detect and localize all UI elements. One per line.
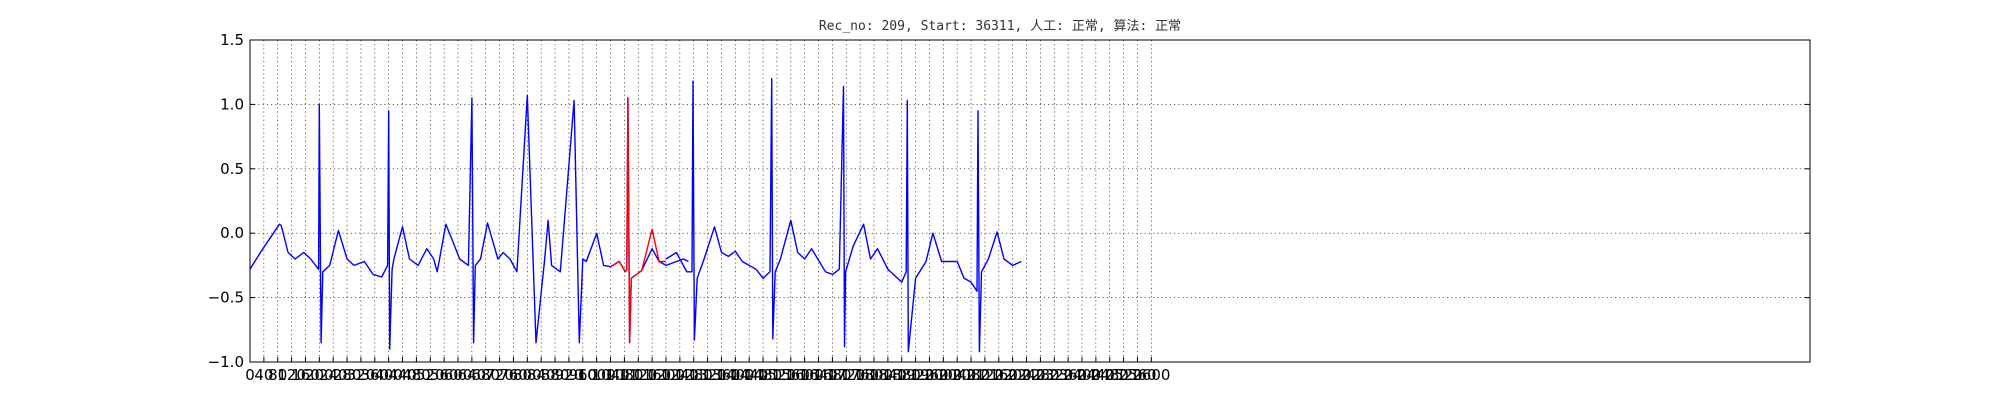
x-tick-label: 1080 [605, 366, 643, 384]
x-tick-label: 0 [245, 366, 255, 384]
x-tick-label: 2320 [1035, 366, 1073, 384]
x-tick-label: 1280 [675, 366, 713, 384]
x-tick-label: 1040 [591, 366, 629, 384]
x-tick-label: 600 [444, 366, 473, 384]
y-tick-label: −1.0 [208, 353, 244, 371]
series-line-3 [980, 231, 1022, 273]
x-tick-label: 200 [305, 366, 334, 384]
x-tick-label: 880 [541, 366, 570, 384]
x-tick-label: 1520 [758, 366, 796, 384]
y-tick-label: 0.0 [220, 224, 244, 242]
x-tick-label: 1880 [883, 366, 921, 384]
x-tick-label: 1000 [578, 366, 616, 384]
y-tick-label: 1.0 [220, 95, 244, 113]
x-tick-label: 80 [268, 366, 287, 384]
x-tick-label: 280 [333, 366, 362, 384]
x-tick-label: 1800 [855, 366, 893, 384]
x-tick-label: 2400 [1063, 366, 1101, 384]
x-tick-label: 1360 [702, 366, 740, 384]
x-tick-label: 1920 [897, 366, 935, 384]
series-line-2 [665, 77, 983, 353]
series-line-0 [249, 94, 689, 350]
x-tick-label: 640 [458, 366, 487, 384]
x-tick-label: 40 [254, 366, 273, 384]
x-tick-label: 1760 [841, 366, 879, 384]
series-group [249, 77, 1022, 353]
x-tick-label: 560 [430, 366, 459, 384]
x-tick-label: 2440 [1077, 366, 1115, 384]
x-tick-label: 2160 [980, 366, 1018, 384]
x-tick-label: 2040 [938, 366, 976, 384]
y-tick-label: −0.5 [208, 289, 244, 307]
x-tick-label: 1720 [827, 366, 865, 384]
x-tick-label: 2520 [1105, 366, 1143, 384]
x-tick-label: 760 [499, 366, 528, 384]
x-tick-label: 1840 [869, 366, 907, 384]
x-tick-label: 440 [388, 366, 417, 384]
x-tick-label: 920 [555, 366, 584, 384]
x-axis: 0 408012016020024028032036040044048052056… [245, 357, 1170, 384]
x-tick-label: 1440 [730, 366, 768, 384]
x-tick-label: 2600 [1132, 366, 1170, 384]
x-tick-label: 1960 [910, 366, 948, 384]
x-tick-label: 2000 [924, 366, 962, 384]
x-tick-label: 1160 [633, 366, 671, 384]
x-tick-label: 960 [568, 366, 597, 384]
x-tick-label: 2120 [966, 366, 1004, 384]
x-tick-label: 2360 [1049, 366, 1087, 384]
x-tick-label: 720 [485, 366, 514, 384]
x-tick-label: 680 [471, 366, 500, 384]
x-tick-label: 2080 [952, 366, 990, 384]
x-tick-label: 240 [319, 366, 348, 384]
x-tick-label: 2560 [1118, 366, 1156, 384]
series-line-1 [610, 97, 666, 344]
x-tick-label: 800 [513, 366, 542, 384]
y-tick-label: 1.5 [220, 31, 244, 49]
x-tick-label: 400 [374, 366, 403, 384]
x-tick-label: 1600 [786, 366, 824, 384]
x-tick-label: 1320 [689, 366, 727, 384]
plot-frame [249, 39, 1811, 363]
x-tick-label: 1240 [661, 366, 699, 384]
x-tick-label: 520 [416, 366, 445, 384]
x-tick-label: 2240 [1007, 366, 1045, 384]
x-tick-label: 1120 [619, 366, 657, 384]
x-tick-label: 160 [291, 366, 320, 384]
x-tick-label: 2480 [1091, 366, 1129, 384]
x-tick-label: 1640 [799, 366, 837, 384]
x-tick-label: 1680 [813, 366, 851, 384]
y-tick-label: 0.5 [220, 160, 244, 178]
x-tick-label: 360 [360, 366, 389, 384]
y-axis: −1.0 −0.5 0.0 0.5 1.0 1.5 [208, 31, 1810, 371]
x-tick-label: 840 [527, 366, 556, 384]
x-tick-label: 480 [402, 366, 431, 384]
grid [250, 40, 1810, 362]
x-tick-label: 1560 [772, 366, 810, 384]
x-tick-label: 1200 [647, 366, 685, 384]
x-tick-label: 120 [277, 366, 306, 384]
x-tick-label: 2280 [1021, 366, 1059, 384]
x-tick-label: 1400 [716, 366, 754, 384]
x-tick-label: 2200 [994, 366, 1032, 384]
x-tick-label: 320 [347, 366, 376, 384]
chart-title: Rec_no: 209, Start: 36311, 人工: 正常, 算法: 正… [819, 19, 1181, 34]
x-tick-label: 1480 [744, 366, 782, 384]
